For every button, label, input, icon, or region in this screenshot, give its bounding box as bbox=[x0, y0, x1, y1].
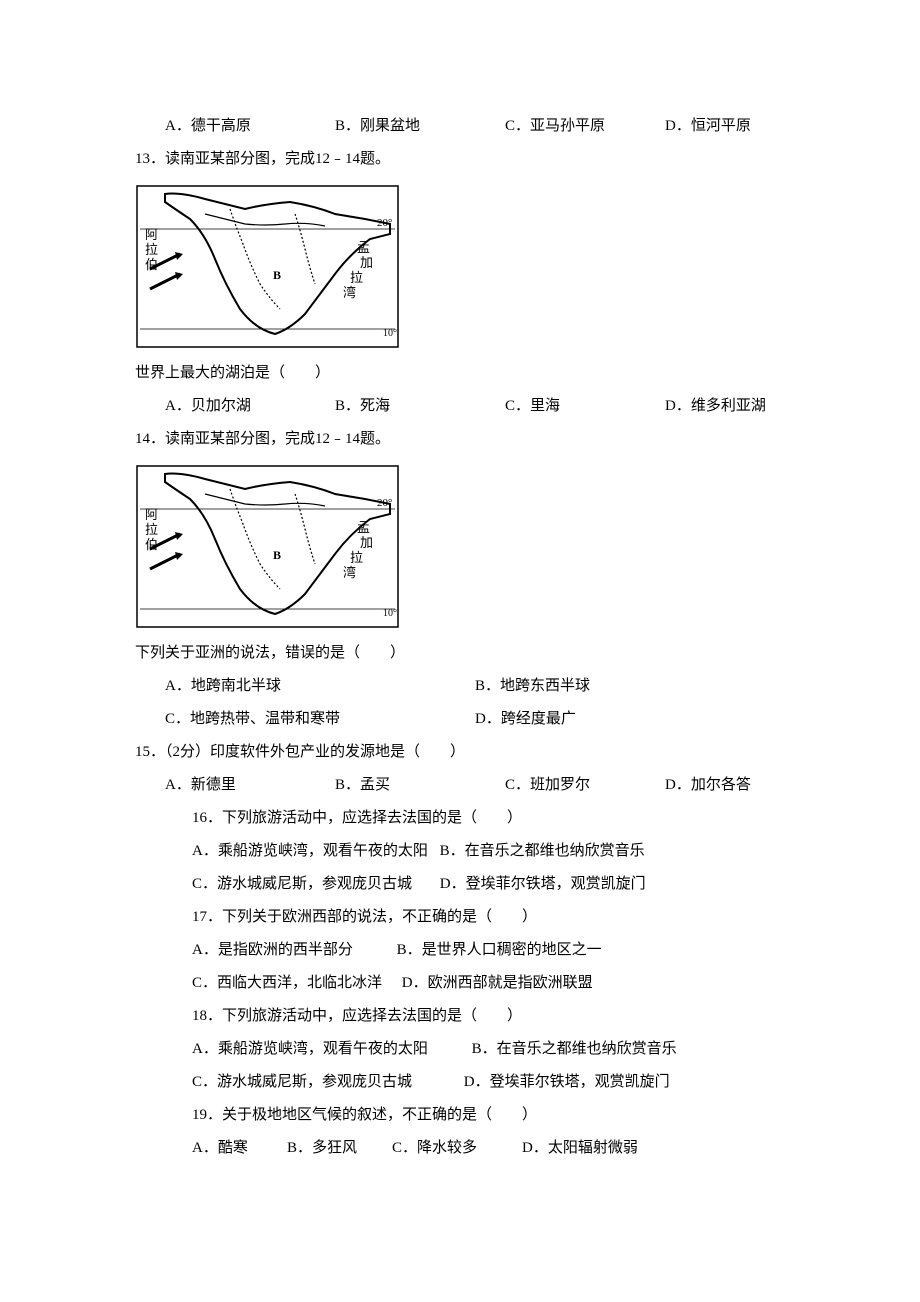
q14-intro: 14．读南亚某部分图，完成12﹣14题。 bbox=[135, 423, 785, 456]
svg-text:20°: 20° bbox=[377, 217, 392, 229]
q15-option-b: B．孟买 bbox=[335, 769, 505, 802]
q18-option-d: D．登埃菲尔铁塔，观赏凯旋门 bbox=[464, 1074, 670, 1090]
q12-options: A．德干高原 B．刚果盆地 C．亚马孙平原 D．恒河平原 bbox=[135, 110, 785, 143]
q19-option-c: C．降水较多 bbox=[392, 1132, 522, 1165]
svg-text:10°: 10° bbox=[383, 608, 397, 619]
svg-text:伯: 伯 bbox=[145, 537, 158, 552]
q15-option-c: C．班加罗尔 bbox=[505, 769, 665, 802]
svg-text:湾: 湾 bbox=[343, 285, 356, 300]
svg-text:孟: 孟 bbox=[357, 240, 370, 255]
q14-option-d: D．跨经度最广 bbox=[475, 703, 785, 736]
q17-options-row1: A．是指欧洲的西半部分 B．是世界人口稠密的地区之一 bbox=[135, 934, 785, 967]
q13-option-b: B．死海 bbox=[335, 390, 505, 423]
svg-text:拉: 拉 bbox=[350, 550, 363, 565]
q14-option-b: B．地跨东西半球 bbox=[475, 670, 785, 703]
q16-option-d: D．登埃菲尔铁塔，观赏凯旋门 bbox=[440, 876, 646, 892]
q18-options-row2: C．游水城威尼斯，参观庞贝古城 D．登埃菲尔铁塔，观赏凯旋门 bbox=[135, 1066, 785, 1099]
q14-option-c: C．地跨热带、温带和寒带 bbox=[165, 703, 475, 736]
svg-text:阿: 阿 bbox=[145, 507, 158, 522]
q15-stem: 15．（2分）印度软件外包产业的发源地是（ ） bbox=[135, 736, 785, 769]
q13-option-c: C．里海 bbox=[505, 390, 665, 423]
q12-option-a: A．德干高原 bbox=[165, 110, 335, 143]
q13-intro: 13．读南亚某部分图，完成12﹣14题。 bbox=[135, 143, 785, 176]
q17-option-b: B．是世界人口稠密的地区之一 bbox=[397, 942, 602, 958]
svg-text:拉: 拉 bbox=[350, 270, 363, 285]
q18-option-c: C．游水城威尼斯，参观庞贝古城 bbox=[192, 1074, 412, 1090]
q18-stem: 18．下列旅游活动中，应选择去法国的是（ ） bbox=[135, 1000, 785, 1033]
q18-options-row1: A．乘船游览峡湾，观看午夜的太阳 B．在音乐之都维也纳欣赏音乐 bbox=[135, 1033, 785, 1066]
q19-option-d: D．太阳辐射微弱 bbox=[522, 1132, 785, 1165]
q15-option-d: D．加尔各答 bbox=[665, 769, 785, 802]
q17-option-c: C．西临大西洋，北临北冰洋 bbox=[192, 975, 382, 991]
q14-options-row2: C．地跨热带、温带和寒带 D．跨经度最广 bbox=[135, 703, 785, 736]
svg-text:10°: 10° bbox=[383, 328, 397, 339]
svg-text:B: B bbox=[273, 268, 281, 282]
svg-text:拉: 拉 bbox=[145, 242, 158, 257]
q15-option-a: A．新德里 bbox=[165, 769, 335, 802]
svg-text:阿: 阿 bbox=[145, 227, 158, 242]
q16-option-c: C．游水城威尼斯，参观庞贝古城 bbox=[192, 876, 412, 892]
svg-text:伯: 伯 bbox=[145, 257, 158, 272]
svg-text:孟: 孟 bbox=[357, 520, 370, 535]
svg-text:加: 加 bbox=[360, 255, 373, 270]
svg-text:B: B bbox=[273, 548, 281, 562]
q13-option-d: D．维多利亚湖 bbox=[665, 390, 785, 423]
q12-option-d: D．恒河平原 bbox=[665, 110, 785, 143]
q16-option-a: A．乘船游览峡湾，观看午夜的太阳 bbox=[192, 843, 428, 859]
q13-stem: 世界上最大的湖泊是（ ） bbox=[135, 357, 785, 390]
q18-option-a: A．乘船游览峡湾，观看午夜的太阳 bbox=[192, 1041, 428, 1057]
map-south-asia-1: 20° 10° 阿 拉 伯 B 孟 加 拉 湾 bbox=[135, 184, 400, 349]
q16-stem: 16．下列旅游活动中，应选择去法国的是（ ） bbox=[135, 802, 785, 835]
q19-option-b: B．多狂风 bbox=[287, 1132, 392, 1165]
q16-options-row2: C．游水城威尼斯，参观庞贝古城 D．登埃菲尔铁塔，观赏凯旋门 bbox=[135, 868, 785, 901]
svg-text:拉: 拉 bbox=[145, 522, 158, 537]
map-south-asia-2: 20° 10° 阿 拉 伯 B 孟 加 拉 湾 bbox=[135, 464, 400, 629]
svg-text:湾: 湾 bbox=[343, 565, 356, 580]
q14-options-row1: A．地跨南北半球 B．地跨东西半球 bbox=[135, 670, 785, 703]
q17-option-d: D．欧洲西部就是指欧洲联盟 bbox=[402, 975, 593, 991]
q19-stem: 19．关于极地地区气候的叙述，不正确的是（ ） bbox=[135, 1099, 785, 1132]
q18-option-b: B．在音乐之都维也纳欣赏音乐 bbox=[472, 1041, 677, 1057]
q17-options-row2: C．西临大西洋，北临北冰洋 D．欧洲西部就是指欧洲联盟 bbox=[135, 967, 785, 1000]
q16-option-b: B．在音乐之都维也纳欣赏音乐 bbox=[440, 843, 645, 859]
svg-text:20°: 20° bbox=[377, 497, 392, 509]
q14-option-a: A．地跨南北半球 bbox=[165, 670, 475, 703]
q15-options: A．新德里 B．孟买 C．班加罗尔 D．加尔各答 bbox=[135, 769, 785, 802]
q13-option-a: A．贝加尔湖 bbox=[165, 390, 335, 423]
q17-stem: 17．下列关于欧洲西部的说法，不正确的是（ ） bbox=[135, 901, 785, 934]
q19-option-a: A．酷寒 bbox=[192, 1132, 287, 1165]
svg-text:加: 加 bbox=[360, 535, 373, 550]
q13-options: A．贝加尔湖 B．死海 C．里海 D．维多利亚湖 bbox=[135, 390, 785, 423]
q19-options: A．酷寒 B．多狂风 C．降水较多 D．太阳辐射微弱 bbox=[135, 1132, 785, 1165]
q17-option-a: A．是指欧洲的西半部分 bbox=[192, 942, 353, 958]
q14-stem: 下列关于亚洲的说法，错误的是（ ） bbox=[135, 637, 785, 670]
q12-option-c: C．亚马孙平原 bbox=[505, 110, 665, 143]
q12-option-b: B．刚果盆地 bbox=[335, 110, 505, 143]
q16-options-row1: A．乘船游览峡湾，观看午夜的太阳 B．在音乐之都维也纳欣赏音乐 bbox=[135, 835, 785, 868]
